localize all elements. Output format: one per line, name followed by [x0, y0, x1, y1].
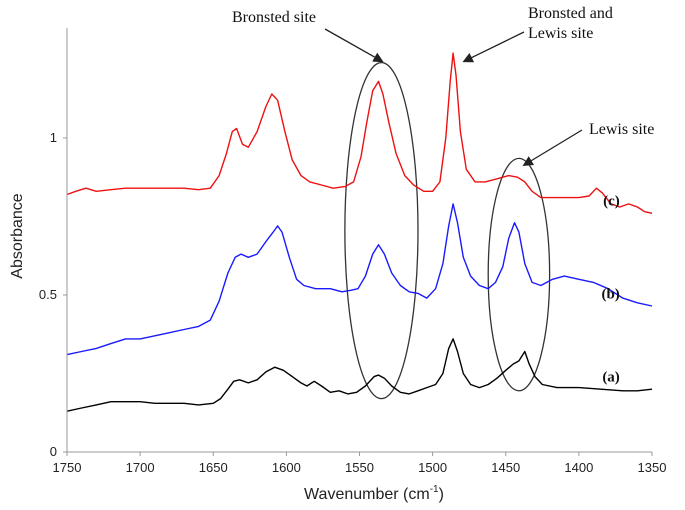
x-tick-label: 1500 [418, 460, 447, 475]
x-axis-title-main: Wavenumber (cm [304, 486, 430, 503]
tick-labels: 1750 1700 1650 1600 1550 1500 1450 1400 1350 0 0.5… [39, 130, 667, 475]
y-tick-label: 0.5 [39, 287, 57, 302]
annotation-label: Bronsted site [232, 9, 316, 26]
series-label: (a) [602, 370, 620, 386]
annotation-label: Lewis site [528, 25, 593, 42]
y-axis-title: Absorbance [9, 193, 26, 278]
x-axis-title-sup: -1 [430, 484, 439, 495]
x-tick-label: 1650 [199, 460, 228, 475]
series-line-1 [66, 203, 653, 356]
annotation-arrow [522, 129, 583, 166]
x-tick-label: 1700 [126, 460, 155, 475]
series-label: (c) [603, 194, 620, 210]
series-line-0 [66, 338, 653, 412]
series-line-2 [66, 52, 653, 214]
annotation-label: Bronsted and [528, 5, 613, 22]
annotation-arrow [324, 28, 384, 63]
x-tick-label: 1600 [272, 460, 301, 475]
axes [63, 28, 653, 456]
x-tick-label: 1450 [491, 460, 520, 475]
annotation-layer: Bronsted site Bronsted and Lewis site Lewis… [232, 5, 654, 166]
series-label: (b) [601, 286, 619, 302]
x-tick-label: 1550 [345, 460, 374, 475]
annotation-arrow [462, 31, 525, 63]
highlight-ellipse [487, 157, 551, 392]
x-axis-title-end: ) [439, 486, 444, 503]
y-tick-label: 1 [50, 130, 57, 145]
series-layer: (a) (b) (c) [66, 52, 653, 412]
y-tick-label: 0 [50, 444, 57, 459]
highlight-ellipses [344, 61, 551, 400]
highlight-ellipse [344, 61, 419, 400]
annotation-label: Lewis site [589, 121, 654, 138]
x-tick-label: 1750 [53, 460, 82, 475]
x-tick-label: 1350 [638, 460, 667, 475]
x-axis-title: Wavenumber (cm-1) [304, 484, 444, 503]
x-tick-label: 1400 [564, 460, 593, 475]
